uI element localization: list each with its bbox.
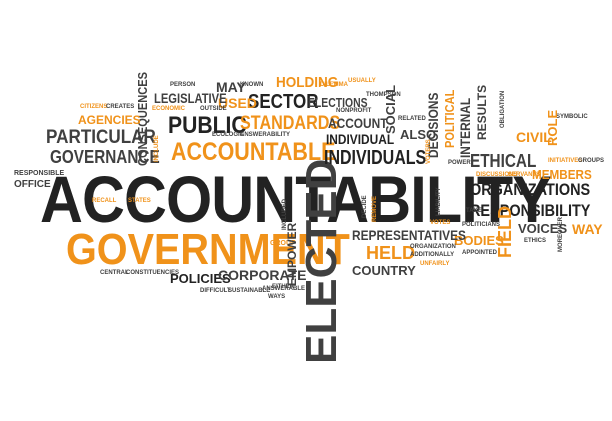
word-difficult: DIFFICULT: [200, 288, 231, 294]
word-ethics: ETHICS: [524, 238, 547, 244]
word-role: ROLE: [545, 109, 560, 146]
word-dilemma: DILEMMA: [320, 82, 348, 88]
word-groups: GROUPS: [578, 158, 605, 164]
word-known: KNOWN: [240, 82, 264, 88]
word-responsibility: RESPONSIBILITY: [470, 201, 591, 220]
word-liability: LIABILITY: [436, 187, 442, 216]
word-power: POWER: [448, 160, 471, 166]
word-related: RELATED: [398, 116, 426, 122]
word-recall: RECALL: [92, 198, 117, 204]
word-discussions: DISCUSSIONS: [476, 172, 518, 178]
word-results: RESULTS: [475, 84, 489, 140]
word-group: GROUP: [270, 240, 296, 247]
word-politicians: POLITICIANS: [462, 222, 501, 228]
word-policies: POLICIES: [170, 271, 231, 286]
word-include: INCLUDE: [154, 135, 160, 162]
word-votes: VOTES: [430, 220, 451, 226]
word-servants: SERVANTS: [508, 172, 541, 178]
word-agencies: AGENCIES: [78, 113, 141, 127]
word-answerable: ANSWERABLE: [262, 286, 305, 292]
word-usually: USUALLY: [348, 78, 376, 84]
word-obligation: OBLIGATION: [500, 90, 506, 128]
word-may: MAY: [216, 79, 246, 95]
word-standards: STANDARDS: [240, 113, 341, 134]
word-moreover: MOREOVER: [558, 216, 564, 252]
word-used: USED: [218, 95, 257, 111]
word-organization: ORGANIZATION: [410, 244, 456, 250]
word-accountability: ACCOUNTABILITY: [40, 162, 552, 236]
word-thompson: THOMPSON: [366, 92, 401, 98]
word-country: COUNTRY: [352, 263, 416, 278]
word-ethical: ETHICAL: [470, 151, 537, 171]
word-creates: CREATES: [106, 104, 135, 110]
word-public: PUBLIC: [168, 112, 247, 139]
word-field: FIELD: [495, 206, 515, 258]
word-office: OFFICE: [14, 179, 51, 190]
word-take: TAKE: [466, 208, 482, 214]
word-ways: WAYS: [268, 294, 286, 300]
word-government: GOVERNMENT: [66, 225, 350, 274]
word-decide: DECIDE: [362, 195, 368, 218]
word-legislative: LEGISLATIVE: [154, 90, 227, 106]
word-bodies: BODIES: [454, 233, 504, 248]
word-unfairly: UNFAIRLY: [420, 261, 450, 267]
word-members: MEMBERS: [532, 167, 592, 182]
word-corporate: CORPORATE: [218, 267, 307, 283]
word-states: STATES: [128, 198, 151, 204]
word-representatives: REPRESENTATIVES: [352, 227, 466, 243]
word-symbolic: SYMBOLIC: [556, 114, 588, 120]
word-sector: SECTOR: [248, 91, 319, 113]
word-individual: INDIVIDUAL: [326, 131, 395, 147]
word-account: ACCOUNT: [328, 115, 388, 131]
word-social: SOCIAL: [383, 84, 398, 134]
word-individuals: INDIVIDUALS: [324, 147, 427, 169]
word-included: INCLUDED: [282, 199, 288, 230]
word-appointed: APPOINTED: [462, 250, 498, 256]
word-responsible: RESPONSIBLE: [14, 170, 65, 177]
word-economic: ECONOMIC: [152, 106, 185, 112]
word-initiatives: INITIATIVES: [548, 158, 583, 164]
word-elected: ELECTED: [297, 158, 346, 364]
word-outside: OUTSIDE: [200, 106, 227, 112]
word-central: CENTRAL: [100, 270, 129, 276]
word-sustainable: SUSTAINABLE: [228, 288, 271, 294]
word-held: HELD: [366, 243, 415, 263]
word-person: PERSON: [170, 82, 196, 88]
word-organizations: ORGANIZATIONS: [470, 180, 591, 199]
word-accountable: ACCOUNTABLE: [171, 138, 336, 166]
word-political: POLITICAL: [442, 89, 457, 148]
word-voices: VOICES: [518, 221, 568, 236]
word-answerability: ANSWERABILITY: [240, 132, 290, 138]
word-remove: REMOVE: [372, 195, 378, 222]
word-elections: ELECTIONS: [308, 95, 368, 110]
word-way: WAY: [572, 221, 603, 237]
word-ecologic: ECOLOGIC: [212, 132, 245, 138]
word-voters: VOTERS: [426, 139, 432, 164]
word-either: EITHER: [272, 284, 295, 290]
word-constituencies: CONSTITUENCIES: [126, 270, 180, 276]
word-particular: PARTICULAR: [46, 127, 156, 148]
word-holding: HOLDING: [276, 74, 339, 91]
word-nonprofit: NONPROFIT: [336, 108, 372, 114]
word-additionally: ADDITIONALLY: [410, 252, 455, 258]
word-citizens: CITIZENS: [80, 104, 108, 110]
word-governance: GOVERNANCE: [50, 147, 160, 167]
word-internal: INTERNAL: [457, 97, 473, 158]
word-also: ALSO: [400, 127, 437, 142]
word-civil: CIVIL: [516, 129, 552, 145]
